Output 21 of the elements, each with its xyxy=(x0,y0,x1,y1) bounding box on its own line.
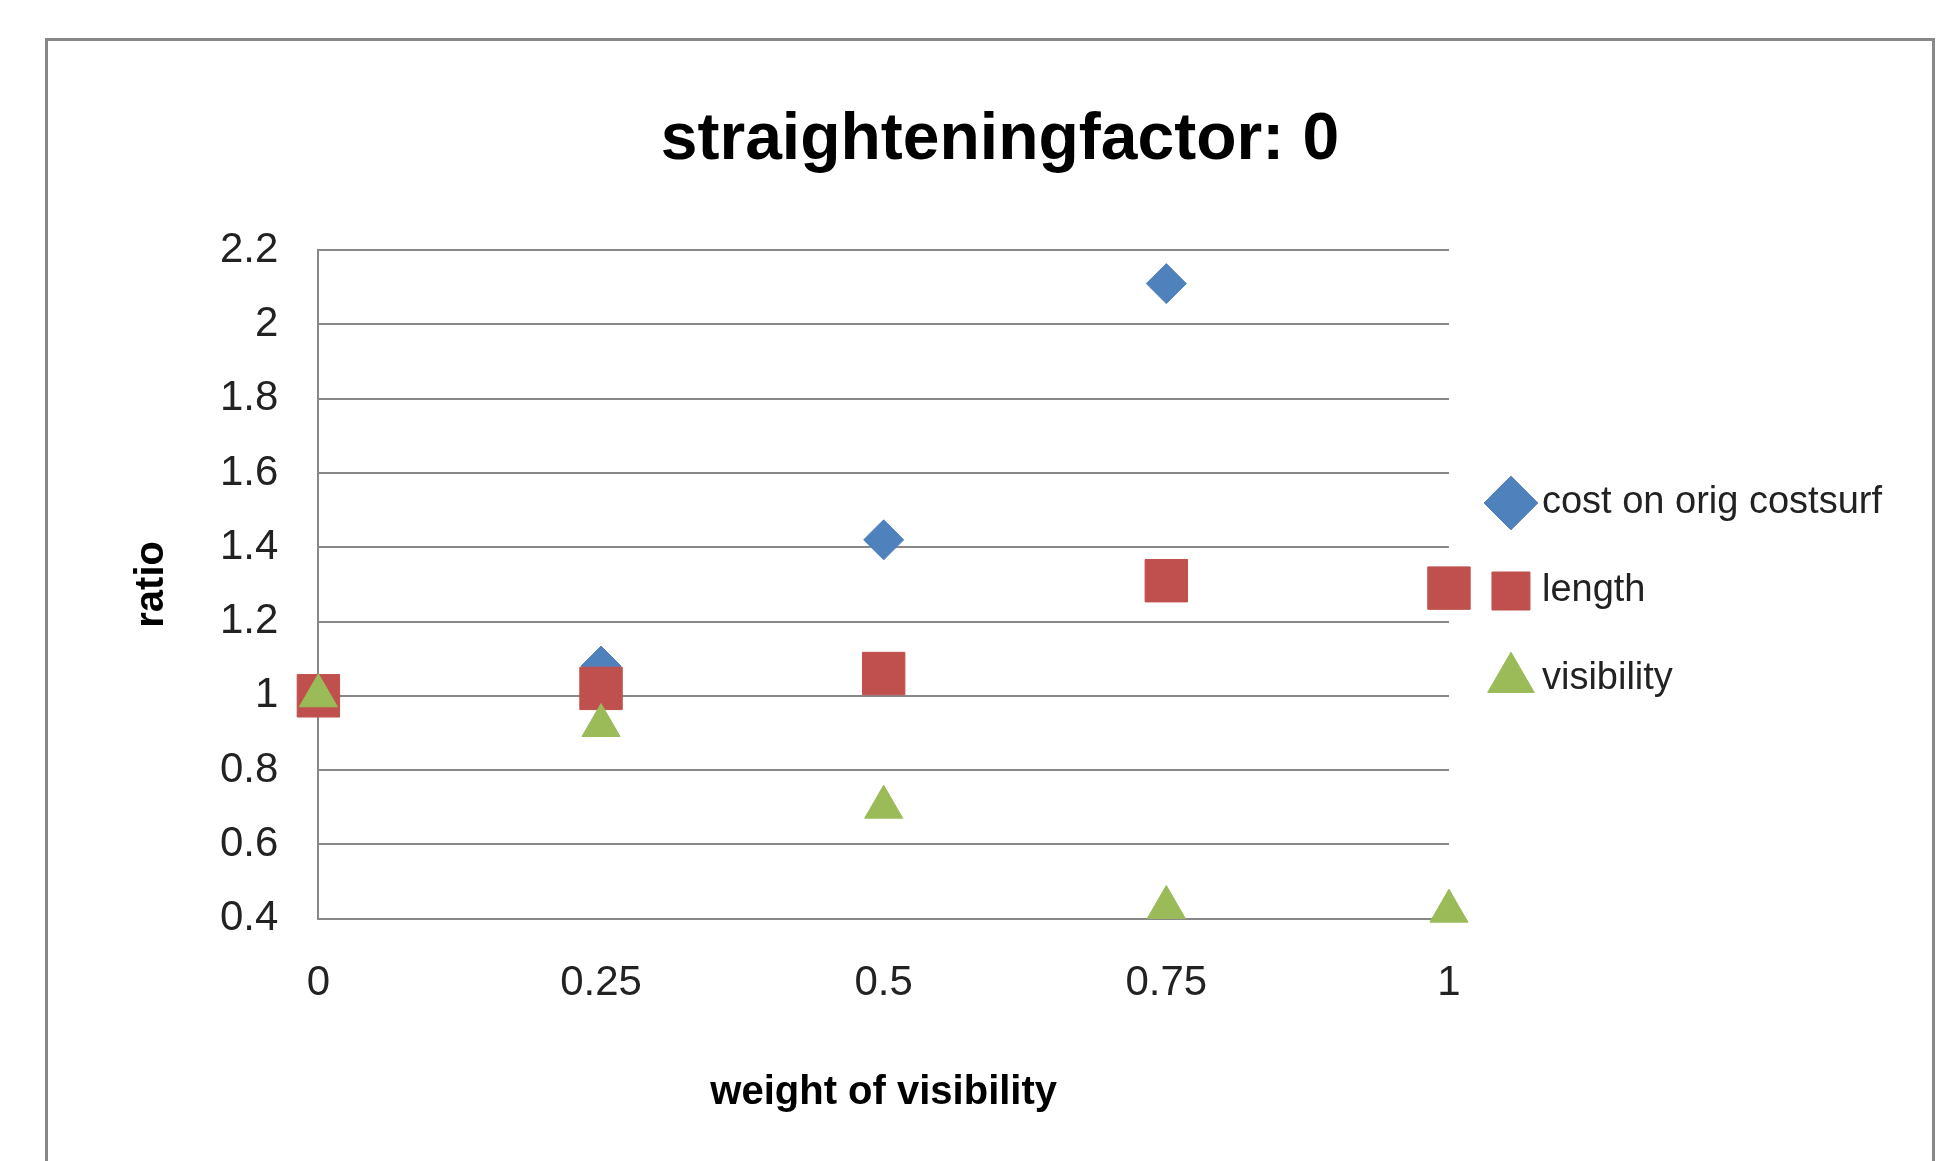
y-tick-label: 0.6 xyxy=(220,817,279,865)
x-tick-label: 0.75 xyxy=(1125,957,1208,1005)
legend-label: visibility xyxy=(1541,655,1673,698)
chart-title: straighteningfactor: 0 xyxy=(660,98,1340,173)
y-tick-label: 1.4 xyxy=(220,520,279,568)
y-tick-label: 2.2 xyxy=(220,223,279,271)
legend-label: cost on orig costsurf xyxy=(1541,479,1883,522)
y-tick-label: 0.8 xyxy=(220,743,279,791)
x-tick-label: 0.25 xyxy=(560,957,642,1005)
x-tick-label: 0 xyxy=(306,957,331,1005)
x-axis-title: weight of visibility xyxy=(709,1068,1058,1113)
y-axis-title: ratio xyxy=(127,541,172,628)
y-tick-label: 1.8 xyxy=(220,372,279,420)
y-tick-label: 2 xyxy=(255,298,279,346)
y-tick-label: 1 xyxy=(255,669,279,717)
y-tick-label: 0.4 xyxy=(220,892,279,940)
y-tick-label: 1.2 xyxy=(220,595,279,643)
x-tick-label: 1 xyxy=(1437,957,1461,1005)
y-tick-label: 1.6 xyxy=(220,446,279,494)
x-tick-label: 0.5 xyxy=(854,957,913,1005)
legend-label: length xyxy=(1541,567,1646,610)
